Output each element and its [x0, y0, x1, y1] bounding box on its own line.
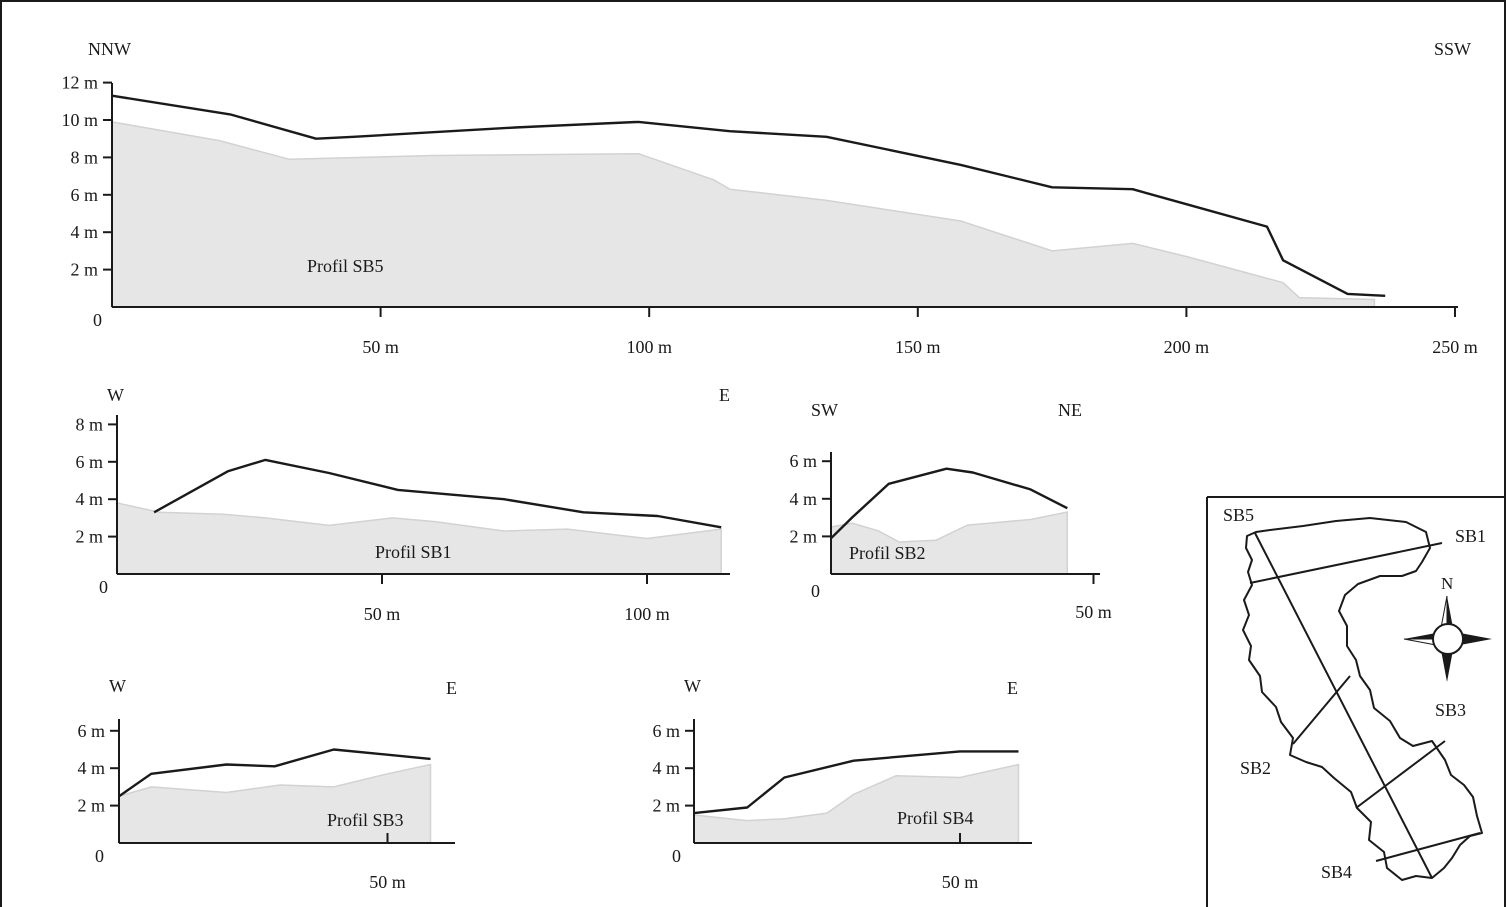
x-tick-label: 100 m: [624, 604, 670, 624]
x-tick-label: 50 m: [362, 337, 399, 357]
direction-label-left: W: [109, 676, 126, 696]
y-tick-label: 8 m: [70, 147, 98, 167]
direction-label-right: E: [719, 385, 730, 405]
y-tick-label: 2 m: [75, 527, 103, 547]
surface-line: [153, 458, 722, 529]
origin-label: 0: [99, 577, 108, 597]
transect-sb4: [1375, 832, 1481, 862]
y-tick-label: 4 m: [70, 222, 98, 242]
x-tick-label: 50 m: [942, 872, 979, 892]
direction-label-right: E: [446, 678, 457, 698]
origin-label: 0: [93, 310, 102, 330]
y-tick-label: 8 m: [75, 414, 103, 434]
sediment-area: [118, 763, 432, 844]
direction-label-right: NE: [1058, 400, 1082, 420]
map-label-sb2: SB2: [1240, 758, 1271, 778]
transect-sb1: [1249, 542, 1443, 584]
compass-rose-icon: [1403, 595, 1492, 682]
y-tick-label: 4 m: [75, 489, 103, 509]
x-tick-label: 250 m: [1432, 337, 1478, 357]
profile-label: Profil SB3: [327, 810, 404, 830]
x-tick-label: 200 m: [1164, 337, 1210, 357]
chart-profile-sb2: 2 m 4 m 6 m 50 m SW NE Profil SB2 0: [789, 400, 1111, 622]
chart-profile-sb3: 2 m 4 m 6 m 50 m W E Profil SB3 0: [77, 676, 457, 892]
north-label: N: [1441, 574, 1453, 593]
transect-sb2: [1292, 675, 1351, 745]
y-tick-label: 12 m: [61, 73, 98, 93]
y-tick-label: 6 m: [75, 452, 103, 472]
profile-label: Profil SB2: [849, 543, 926, 563]
y-tick-label: 2 m: [70, 260, 98, 280]
y-tick-label: 2 m: [77, 796, 105, 816]
chart-profile-sb1: 2 m 4 m 6 m 8 m 50 m 100 m W E Profil SB1 0: [75, 385, 730, 624]
x-tick-label: 150 m: [895, 337, 941, 357]
map-label-sb3: SB3: [1435, 700, 1466, 720]
surface-line: [111, 94, 1386, 297]
direction-label-right: SSW: [1434, 39, 1471, 59]
y-tick-label: 4 m: [652, 758, 680, 778]
surface-line: [693, 750, 1019, 815]
profile-label: Profil SB5: [307, 256, 384, 276]
origin-label: 0: [811, 581, 820, 601]
direction-label-left: NNW: [88, 39, 131, 59]
sediment-area: [693, 763, 1020, 844]
direction-label-left: SW: [811, 400, 838, 420]
x-tick-label: 50 m: [364, 604, 401, 624]
y-tick-label: 4 m: [789, 489, 817, 509]
direction-label-left: W: [107, 385, 124, 405]
y-tick-label: 6 m: [70, 185, 98, 205]
y-tick-label: 6 m: [789, 451, 817, 471]
chart-profile-sb5: 2 m 4 m 6 m 8 m 10 m 12 m 50 m 100 m 150 m 200 m 2…: [61, 39, 1477, 357]
direction-label-right: E: [1007, 678, 1018, 698]
location-map: SB5 SB1 SB2 SB3 SB4 N: [1206, 496, 1506, 907]
x-tick-label: 50 m: [369, 872, 406, 892]
y-tick-label: 6 m: [652, 721, 680, 741]
surface-line: [830, 467, 1068, 540]
lake-outline: [1242, 517, 1483, 881]
origin-label: 0: [95, 846, 104, 866]
map-label-sb4: SB4: [1321, 862, 1352, 882]
x-tick-label: 100 m: [626, 337, 672, 357]
x-tick-label: 50 m: [1075, 602, 1112, 622]
y-tick-label: 4 m: [77, 758, 105, 778]
map-label-sb1: SB1: [1455, 526, 1486, 546]
chart-profile-sb4: 2 m 4 m 6 m 50 m W E Profil SB4 0: [652, 676, 1032, 892]
profile-label: Profil SB4: [897, 808, 974, 828]
sediment-area: [830, 511, 1069, 575]
transect-sb5: [1254, 532, 1433, 879]
origin-label: 0: [672, 846, 681, 866]
sediment-area: [111, 121, 1376, 308]
y-tick-label: 6 m: [77, 721, 105, 741]
y-tick-label: 2 m: [652, 796, 680, 816]
direction-label-left: W: [684, 676, 701, 696]
sediment-area: [116, 501, 722, 575]
y-tick-label: 2 m: [789, 526, 817, 546]
transect-sb3: [1355, 740, 1446, 809]
map-label-sb5: SB5: [1223, 505, 1254, 525]
y-tick-label: 10 m: [61, 110, 98, 130]
profile-label: Profil SB1: [375, 542, 452, 562]
surface-line: [118, 748, 431, 798]
